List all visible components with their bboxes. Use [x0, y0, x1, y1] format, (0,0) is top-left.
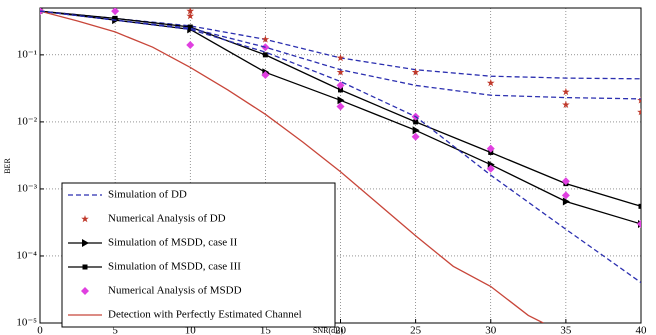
marker-square	[82, 264, 88, 270]
marker-star	[637, 96, 641, 104]
legend-label: Simulation of DD	[108, 189, 187, 201]
x-tick-label: 35	[560, 325, 572, 335]
legend-label: Numerical Analysis of DD	[108, 213, 226, 225]
marker-star	[336, 68, 345, 76]
legend-label: Detection with Perfectly Estimated Chann…	[108, 309, 302, 321]
marker-square	[112, 15, 118, 21]
legend-box	[61, 182, 336, 328]
x-tick-label: 40	[636, 325, 648, 335]
marker-diamond	[637, 219, 641, 228]
legend-label: Simulation of MSDD, case III	[108, 261, 241, 273]
y-tick-label: 10⁻⁴	[16, 249, 37, 261]
marker-diamond	[411, 132, 420, 141]
y-tick-label: 10⁻⁵	[16, 317, 37, 329]
x-tick-label: 0	[37, 325, 43, 335]
x-tick-label: 25	[410, 325, 422, 335]
marker-star	[637, 108, 641, 116]
series-layer	[40, 8, 641, 323]
marker-star	[411, 68, 420, 76]
y-tick-label: 10⁻³	[17, 182, 38, 194]
marker-diamond	[486, 164, 495, 173]
marker-star	[562, 87, 570, 96]
marker-diamond	[336, 81, 345, 90]
marker-star	[336, 53, 345, 62]
legend-label: Simulation of MSDD, case II	[108, 237, 238, 249]
marker-square	[338, 87, 343, 93]
x-tick-label: 10	[185, 325, 197, 335]
marker-diamond	[561, 177, 570, 186]
x-tick-label: 30	[485, 325, 497, 335]
y-axis-label: BER	[3, 158, 12, 174]
marker-diamond	[81, 287, 89, 295]
marker-star	[486, 79, 495, 87]
y-tick-label: 10⁻²	[17, 115, 38, 127]
x-axis-label: SNR(dB)	[313, 326, 344, 335]
marker-diamond	[561, 191, 570, 200]
marker-triangle	[562, 197, 570, 206]
marker-triangle	[337, 96, 345, 105]
marker-diamond	[336, 102, 345, 111]
marker-star	[186, 8, 195, 15]
marker-diamond	[186, 41, 195, 50]
marker-square	[262, 52, 268, 58]
x-tick-label: 5	[112, 325, 118, 335]
marker-square	[638, 203, 641, 209]
marker-star	[81, 215, 89, 223]
y-tick-label: 10⁻¹	[17, 48, 37, 60]
marker-diamond	[261, 71, 270, 80]
marker-diamond	[486, 144, 495, 153]
plot-frame	[39, 7, 642, 324]
series-line	[40, 10, 544, 323]
marker-triangle	[412, 126, 420, 135]
series-line	[40, 10, 641, 284]
marker-square	[413, 119, 419, 125]
marker-triangle	[82, 239, 89, 247]
marker-star	[261, 35, 270, 43]
marker-diamond	[111, 8, 120, 16]
legend-label: Numerical Analysis of MSDD	[108, 285, 242, 297]
marker-star	[186, 12, 195, 20]
marker-square	[187, 24, 193, 30]
x-tick-label: 15	[260, 325, 272, 335]
x-tick-label: 20	[335, 325, 347, 335]
marker-star	[562, 100, 570, 108]
